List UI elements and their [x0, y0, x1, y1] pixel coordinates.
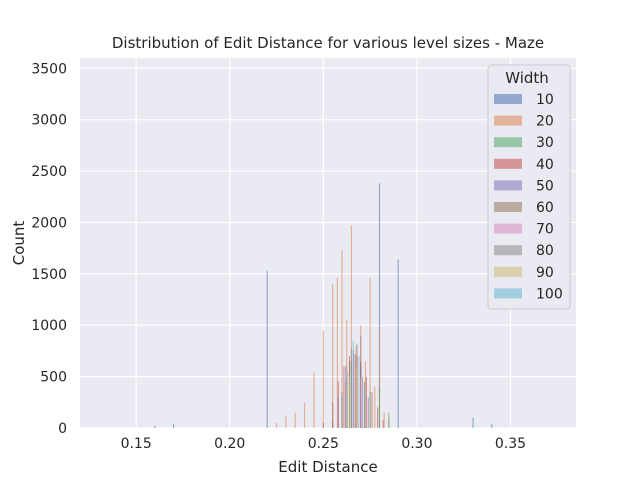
histogram-bar-40 — [354, 354, 356, 428]
bars-layer — [154, 183, 493, 428]
histogram-bar-90 — [348, 376, 351, 428]
histogram-bar-20 — [350, 225, 352, 428]
histogram-bar-20 — [355, 345, 357, 428]
x-tick-label: 0.35 — [495, 436, 526, 452]
histogram-bar-20 — [313, 372, 315, 428]
histogram-bar-40 — [322, 422, 324, 428]
legend-swatch-90 — [494, 266, 522, 277]
legend-items: 10 20 30 40 50 60 70 80 90 100 — [494, 92, 563, 302]
y-tick-label: 1000 — [31, 318, 67, 334]
histogram-bar-80 — [362, 376, 364, 428]
legend-label-70: 70 — [536, 222, 554, 238]
y-tick-label: 500 — [40, 370, 67, 386]
legend-label-30: 30 — [536, 135, 554, 151]
legend: Width 10 20 30 40 50 60 70 80 90 100 — [487, 64, 571, 310]
histogram-bar-40 — [332, 402, 334, 428]
histogram-bar-70 — [360, 376, 362, 428]
histogram-bar-30 — [388, 412, 390, 428]
histogram-bar-20 — [369, 277, 371, 428]
histogram-bar-100 — [352, 340, 354, 428]
legend-label-50: 50 — [536, 178, 554, 194]
y-tick-labels: 0 500 1000 1500 2000 2500 3000 3500 — [31, 61, 67, 437]
x-tick-label: 0.25 — [308, 436, 339, 452]
legend-label-100: 100 — [536, 286, 563, 302]
histogram-bar-10 — [173, 423, 175, 428]
histogram-bar-100 — [363, 386, 366, 428]
histogram-bar-10 — [397, 259, 399, 428]
legend-swatch-20 — [494, 115, 522, 126]
histogram-bar-10 — [154, 425, 156, 428]
histogram-bar-40 — [371, 392, 373, 428]
histogram-bar-10 — [266, 270, 268, 428]
legend-swatch-70 — [494, 223, 522, 234]
histogram-bar-80 — [350, 347, 352, 428]
histogram-bar-100 — [347, 371, 349, 428]
histogram-bar-10 — [378, 183, 381, 428]
histogram-bar-20 — [346, 320, 348, 428]
histogram-bar-90 — [356, 366, 358, 428]
legend-swatch-50 — [494, 180, 522, 191]
y-tick-label: 2500 — [31, 164, 67, 180]
x-tick-label: 0.15 — [121, 436, 152, 452]
legend-label-20: 20 — [536, 114, 554, 130]
x-tick-labels: 0.15 0.20 0.25 0.30 0.35 — [121, 436, 527, 452]
y-tick-label: 2000 — [31, 215, 67, 231]
x-tick-label: 0.20 — [214, 436, 245, 452]
histogram-bar-10 — [491, 423, 493, 428]
histogram-bar-40 — [343, 366, 345, 428]
histogram-bar-20 — [275, 422, 278, 428]
legend-swatch-30 — [494, 137, 522, 148]
histogram-bar-20 — [285, 415, 287, 428]
x-tick-label: 0.30 — [401, 436, 432, 452]
legend-label-40: 40 — [536, 157, 554, 173]
legend-swatch-100 — [494, 288, 522, 299]
histogram-bar-20 — [378, 327, 381, 428]
histogram-bar-20 — [341, 250, 343, 428]
histogram-bar-20 — [383, 412, 385, 428]
y-tick-label: 1500 — [31, 267, 67, 283]
x-axis-label: Edit Distance — [278, 458, 377, 476]
y-tick-label: 3000 — [31, 113, 67, 129]
histogram-bar-40 — [365, 376, 367, 428]
y-tick-label: 0 — [58, 421, 67, 437]
histogram-bar-20 — [322, 330, 324, 428]
histogram-bar-20 — [336, 277, 338, 428]
histogram-bar-30 — [369, 392, 371, 428]
histogram-bar-30 — [378, 386, 381, 428]
legend-swatch-60 — [494, 202, 522, 212]
legend-label-60: 60 — [536, 200, 554, 216]
legend-label-90: 90 — [536, 265, 554, 281]
histogram-bar-20 — [332, 284, 334, 428]
legend-title: Width — [505, 69, 549, 87]
histogram-bar-50 — [367, 397, 369, 428]
histogram-bar-100 — [358, 356, 360, 428]
chart-title: Distribution of Edit Distance for variou… — [112, 34, 544, 52]
histogram-bar-20 — [374, 386, 376, 428]
legend-label-10: 10 — [536, 92, 554, 108]
histogram-bar-10 — [472, 417, 474, 428]
histogram-bar-20 — [294, 412, 296, 428]
legend-swatch-10 — [494, 94, 522, 104]
y-tick-label: 3500 — [31, 61, 67, 77]
legend-swatch-80 — [494, 245, 522, 256]
legend-swatch-40 — [494, 158, 522, 169]
y-axis-label: Count — [10, 221, 28, 266]
histogram-bar-80 — [345, 381, 347, 428]
histogram-bar-20 — [364, 361, 366, 428]
legend-label-80: 80 — [536, 243, 554, 259]
histogram-bar-50 — [337, 397, 339, 428]
histogram-bar-20 — [304, 402, 306, 428]
histogram-bar-60 — [341, 392, 343, 428]
histogram-bar-40 — [382, 419, 384, 428]
histogram-bar-40 — [377, 407, 379, 428]
